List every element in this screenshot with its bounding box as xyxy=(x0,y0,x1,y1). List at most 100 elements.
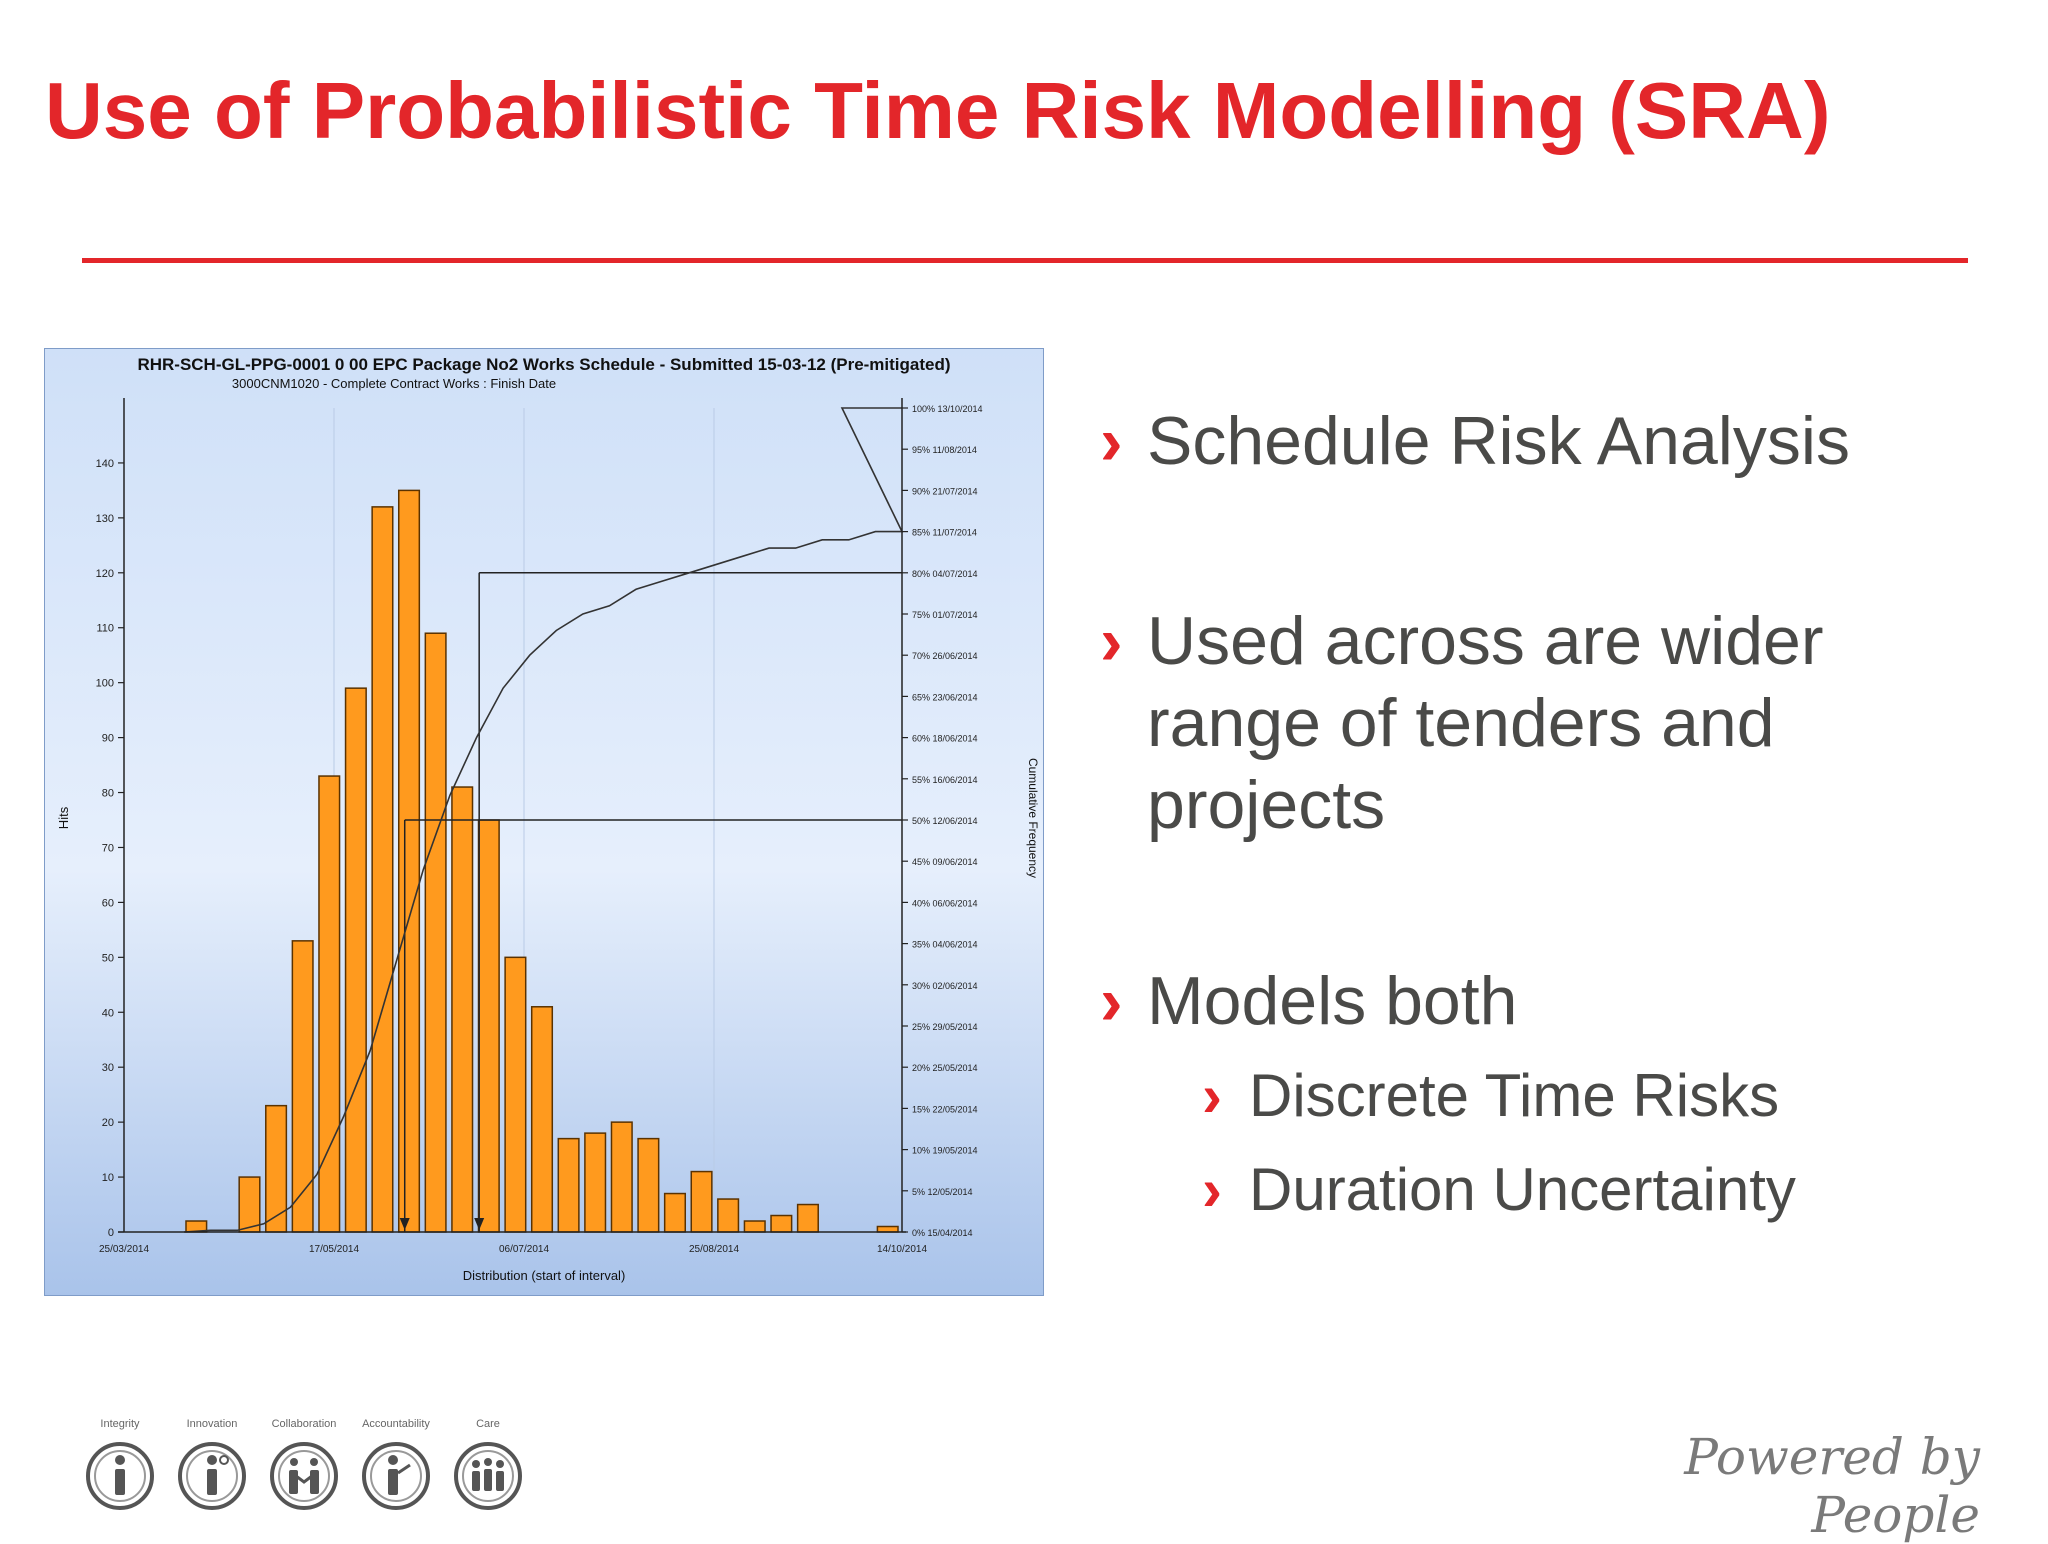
value-label: Care xyxy=(476,1418,500,1430)
histogram-bar xyxy=(690,1170,713,1233)
right-axis-label: 80% 04/07/2014 xyxy=(912,569,978,579)
histogram-bar xyxy=(451,786,474,1233)
right-axis-label: 5% 12/05/2014 xyxy=(912,1187,973,1197)
histogram-bar xyxy=(530,1006,554,1233)
histogram-bar xyxy=(265,1104,288,1233)
percentile-marker-arrow-icon xyxy=(399,1218,410,1230)
histogram-bar xyxy=(584,1132,607,1233)
chart-axes xyxy=(118,398,906,1233)
y-tick-label: 100 xyxy=(96,678,114,690)
y-tick-label: 140 xyxy=(96,458,114,470)
x-tick-label: 25/03/2014 xyxy=(99,1244,149,1255)
bullet-chevron-icon: › xyxy=(1100,403,1123,479)
y-tick-label: 40 xyxy=(102,1007,114,1019)
value-label: Accountability xyxy=(362,1418,430,1430)
value-collaboration: Collaboration xyxy=(258,1418,350,1512)
bullet-chevron-icon: › xyxy=(1202,1062,1222,1129)
chart-title: RHR-SCH-GL-PPG-0001 0 00 EPC Package No2… xyxy=(137,355,950,374)
value-label: Collaboration xyxy=(271,1418,337,1430)
histogram-bar xyxy=(291,940,314,1233)
right-axis-label: 55% 16/06/2014 xyxy=(912,775,978,785)
right-axis-label: 85% 11/07/2014 xyxy=(912,528,977,538)
y-tick-label: 130 xyxy=(96,513,114,525)
right-axis-label: 20% 25/05/2014 xyxy=(912,1063,978,1073)
right-axis-label: 50% 12/06/2014 xyxy=(912,816,978,826)
histogram-bar xyxy=(477,819,500,1233)
y-tick-labels: 0 10 20 30 40 50 60 70 80 90 100 110 120 130 140 xyxy=(96,458,124,1239)
histogram-bar xyxy=(663,1192,687,1233)
histogram-bar xyxy=(796,1203,819,1233)
bullet-item: › Schedule Risk Analysis xyxy=(1100,400,1850,482)
sub-bullet-text: Duration Uncertainty xyxy=(1249,1156,1796,1223)
bullet-item: › Models both xyxy=(1100,960,1517,1042)
x-tick-label: 17/05/2014 xyxy=(309,1244,359,1255)
bullet-text: Used across are wider range of tenders a… xyxy=(1147,603,1824,843)
y-tick-label: 50 xyxy=(102,952,114,964)
right-axis-label: 75% 01/07/2014 xyxy=(912,610,978,620)
sub-bullet-item: › Discrete Time Risks xyxy=(1202,1060,1779,1132)
y-tick-label: 30 xyxy=(102,1062,114,1074)
y-tick-label: 70 xyxy=(102,842,114,854)
x-tick-label: 06/07/2014 xyxy=(499,1244,549,1255)
right-axis-label: 90% 21/07/2014 xyxy=(912,486,978,496)
bullet-text: Schedule Risk Analysis xyxy=(1147,403,1851,479)
right-axis-title: Cumulative Frequency xyxy=(1026,758,1040,878)
y-tick-label: 60 xyxy=(102,897,114,909)
percentile-marker-arrow-icon xyxy=(474,1218,485,1230)
value-label: Integrity xyxy=(100,1418,140,1430)
histogram-bar xyxy=(610,1121,633,1233)
right-axis-label: 15% 22/05/2014 xyxy=(912,1104,978,1114)
info-i-icon xyxy=(86,1442,154,1510)
value-integrity: Integrity xyxy=(74,1418,166,1512)
x-tick-label: 25/08/2014 xyxy=(689,1244,739,1255)
y-axis-label: Hits xyxy=(56,806,71,829)
histogram-bar xyxy=(557,1137,580,1233)
histogram-bar xyxy=(717,1198,740,1233)
right-axis-label: 100% 13/10/2014 xyxy=(912,404,983,414)
y-tick-label: 0 xyxy=(108,1227,114,1239)
chart-bars xyxy=(185,489,899,1233)
cumulative-frequency-line xyxy=(183,407,904,1233)
value-label: Innovation xyxy=(186,1418,238,1430)
y-tick-label: 110 xyxy=(96,623,114,635)
company-values-row: Integrity Innovation Collaboration xyxy=(74,1418,544,1528)
info-i-lightbulb-icon xyxy=(178,1442,246,1510)
bullet-chevron-icon: › xyxy=(1100,963,1123,1039)
right-axis-label: 40% 06/06/2014 xyxy=(912,898,978,908)
x-tick-label: 14/10/2014 xyxy=(877,1244,927,1255)
value-accountability: Accountability xyxy=(350,1418,442,1512)
histogram-bar xyxy=(371,506,394,1233)
value-care: Care xyxy=(442,1418,534,1512)
right-axis-label: 95% 11/08/2014 xyxy=(912,445,977,455)
histogram-bar xyxy=(743,1220,766,1233)
histogram-bar xyxy=(637,1137,660,1233)
value-innovation: Innovation xyxy=(166,1418,258,1512)
bullet-text: Models both xyxy=(1147,963,1518,1039)
histogram-bar xyxy=(397,489,421,1233)
right-axis-labels: 0% 15/04/2014 5% 12/05/2014 10% 19/05/2014… xyxy=(902,404,983,1238)
right-axis-label: 45% 09/06/2014 xyxy=(912,857,978,867)
sub-bullet-item: › Duration Uncertainty xyxy=(1202,1154,1796,1226)
histogram-bar xyxy=(876,1225,899,1233)
x-tick-labels: 25/03/2014 17/05/2014 06/07/2014 25/08/2014… xyxy=(99,1244,927,1255)
cumulative-line xyxy=(183,407,904,1233)
histogram-bar xyxy=(770,1214,793,1233)
histogram-bar xyxy=(344,687,367,1233)
y-tick-label: 90 xyxy=(102,733,114,745)
y-tick-label: 20 xyxy=(102,1117,114,1129)
right-axis-label: 70% 26/06/2014 xyxy=(912,651,978,661)
right-axis-label: 35% 04/06/2014 xyxy=(912,940,978,950)
right-axis-label: 30% 02/06/2014 xyxy=(912,981,978,991)
y-tick-label: 120 xyxy=(96,568,114,580)
x-axis-label: Distribution (start of interval) xyxy=(463,1268,626,1283)
title-divider xyxy=(82,258,1968,263)
powered-by-people-signature: Powered by People xyxy=(1684,1428,1980,1544)
right-axis-label: 25% 29/05/2014 xyxy=(912,1022,978,1032)
right-axis-label: 10% 19/05/2014 xyxy=(912,1146,978,1156)
sub-bullet-text: Discrete Time Risks xyxy=(1249,1062,1780,1129)
people-group-icon xyxy=(454,1442,522,1510)
histogram-bar xyxy=(238,1176,261,1233)
histogram-bar xyxy=(424,632,447,1233)
bullet-item: › Used across are wider range of tenders… xyxy=(1100,600,1860,846)
right-axis-label: 60% 18/06/2014 xyxy=(912,734,978,744)
